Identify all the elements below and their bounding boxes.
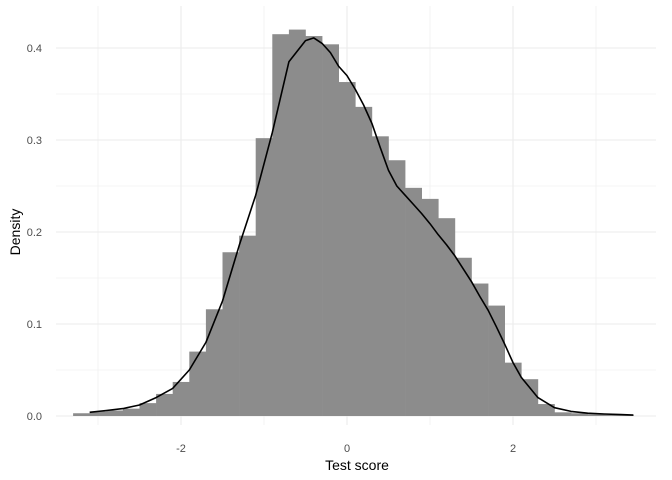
histogram-bar xyxy=(305,36,323,416)
y-tick-label: 0.4 xyxy=(27,43,42,55)
histogram-bar xyxy=(554,412,572,416)
density-curve-layer xyxy=(89,37,634,416)
histogram-bar xyxy=(189,351,207,416)
histogram-bar xyxy=(122,408,140,416)
histogram-bar xyxy=(355,106,373,416)
density-curve xyxy=(89,37,634,416)
histogram-bar xyxy=(371,136,389,416)
histogram-bar xyxy=(587,414,605,416)
histogram-bar xyxy=(106,410,124,416)
histogram-bar xyxy=(322,44,339,416)
histogram-bar xyxy=(272,34,290,416)
histogram-bar xyxy=(338,82,356,416)
histogram-bar xyxy=(205,309,223,416)
histogram-bar xyxy=(172,381,190,416)
x-tick-label: 2 xyxy=(510,443,516,455)
x-axis-title: Test score xyxy=(325,457,389,473)
histogram-bar xyxy=(388,160,406,416)
histogram-bar xyxy=(488,305,505,416)
histogram-bar xyxy=(454,257,472,416)
histogram-bar xyxy=(89,411,107,416)
histogram-bar xyxy=(255,138,273,416)
histogram-bar xyxy=(405,187,422,416)
histogram-bar xyxy=(239,235,256,416)
histogram-bars xyxy=(73,29,634,416)
y-axis-title: Density xyxy=(7,209,23,256)
histogram-bar xyxy=(222,252,240,416)
y-tick-label: 0.3 xyxy=(27,135,42,147)
histogram-bar xyxy=(471,283,489,416)
histogram-bar xyxy=(521,379,539,416)
histogram-bar xyxy=(139,403,157,416)
y-tick-label: 0.1 xyxy=(27,319,42,331)
histogram-bar xyxy=(156,393,173,416)
y-tick-label: 0.0 xyxy=(27,411,42,423)
tick-labels: -2 0 2 0.0 0.1 0.2 0.3 0.4 xyxy=(27,43,516,455)
histogram-bar xyxy=(73,413,90,416)
histogram-bar xyxy=(421,198,439,416)
histogram-bar xyxy=(288,29,306,416)
histogram-bar xyxy=(571,413,588,416)
x-tick-label: 0 xyxy=(344,443,350,455)
histogram-bar xyxy=(504,362,522,416)
histogram-bar xyxy=(438,218,456,416)
x-tick-label: -2 xyxy=(176,443,186,455)
histogram-bar xyxy=(537,404,555,416)
y-tick-label: 0.2 xyxy=(27,227,42,239)
histogram-bar xyxy=(604,414,622,416)
